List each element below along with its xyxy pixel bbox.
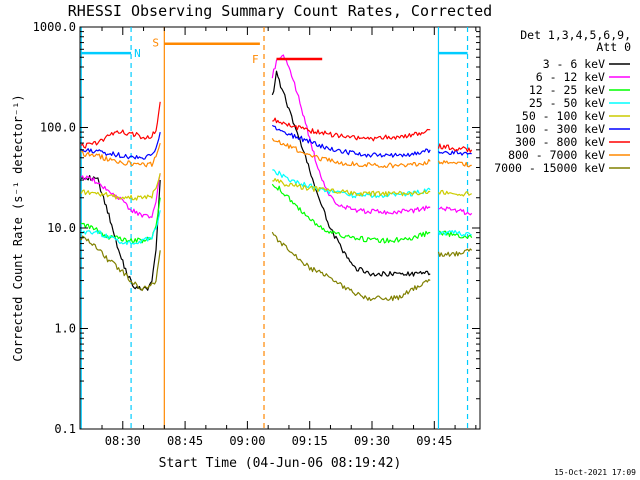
vertical-markers (80, 27, 469, 429)
series-3-6-kev-segment-1 (271, 70, 431, 277)
legend-label-100-300-kev: 100 - 300 keV (515, 122, 605, 136)
series-100-300-kev-segment-1 (271, 124, 431, 158)
legend-label-6-12-kev: 6 - 12 keV (536, 70, 605, 84)
series-7000-15000-kev-segment-2 (437, 248, 473, 257)
annotation-f: F (252, 53, 259, 66)
y-axis-label: Corrected Count Rate (s⁻¹ detector⁻¹) (11, 94, 25, 361)
series-800-7000-kev-segment-0 (81, 142, 161, 168)
series-12-25-kev-segment-1 (271, 183, 431, 244)
annotations: NS F (134, 37, 259, 66)
series-800-7000-kev (81, 42, 472, 169)
series-300-800-kev-segment-0 (80, 101, 161, 149)
series-7000-15000-kev (80, 231, 473, 302)
series-7000-15000-kev-segment-0 (80, 235, 161, 292)
series-3-6-kev-segment-0 (80, 175, 161, 291)
axes: 1000.0 100.0 10.0 1.0 0.1 08:30 08:45 09:00 09:1… (33, 20, 480, 448)
series-layer (80, 42, 473, 302)
legend-label-800-7000-kev: 800 - 7000 keV (508, 148, 605, 162)
x-tick-label-5: 09:45 (416, 434, 452, 448)
legend-header-line-2: Att 0 (596, 40, 631, 54)
x-tick-label-2: 09:00 (229, 434, 265, 448)
legend-label-50-100-kev: 50 - 100 keV (522, 109, 605, 123)
legend-label-25-50-kev: 25 - 50 keV (529, 96, 605, 110)
x-tick-label-1: 08:45 (167, 434, 203, 448)
annotation-s: S (152, 37, 159, 50)
y-tick-label-1: 100.0 (40, 121, 76, 135)
series-3-6-kev (80, 70, 431, 291)
series-300-800-kev-segment-1 (272, 117, 431, 142)
series-6-12-kev-segment-2 (438, 206, 473, 216)
series-6-12-kev-segment-0 (80, 173, 161, 219)
series-12-25-kev-segment-2 (438, 230, 473, 239)
x-tick-label-3: 09:15 (292, 434, 328, 448)
legend-label-3-6-kev: 3 - 6 keV (543, 57, 605, 71)
legend-header-line-1: Det 1,3,4,5,6,9, (520, 28, 631, 42)
series-300-800-kev (80, 57, 473, 153)
y-tick-label-0: 1000.0 (33, 20, 76, 34)
y-tick-label-3: 1.0 (54, 322, 76, 336)
y-tick-label-4: 0.1 (54, 422, 76, 436)
series-100-300-kev-segment-0 (80, 131, 161, 160)
legend-label-7000-15000-kev: 7000 - 15000 keV (494, 161, 605, 175)
chart-title: RHESSI Observing Summary Count Rates, Co… (68, 2, 492, 20)
series-50-100-kev-segment-1 (272, 178, 431, 197)
series-50-100-kev-segment-0 (80, 173, 161, 201)
series-25-50-kev-segment-0 (80, 210, 161, 246)
legend-label-300-800-kev: 300 - 800 keV (515, 135, 605, 149)
series-6-12-kev (80, 54, 473, 219)
y-tick-label-2: 10.0 (47, 221, 76, 235)
legend-label-12-25-kev: 12 - 25 keV (529, 83, 605, 97)
date-stamp: 15-Oct-2021 17:09 (554, 468, 636, 477)
series-800-7000-kev-segment-1 (271, 138, 431, 169)
series-7000-15000-kev-segment-1 (271, 231, 431, 302)
x-tick-label-4: 09:30 (354, 434, 390, 448)
x-axis-label: Start Time (04-Jun-06 08:19:42) (159, 456, 402, 471)
series-25-50-kev-segment-2 (437, 229, 472, 237)
series-50-100-kev (80, 173, 472, 201)
annotation-n: N (134, 47, 141, 60)
series-6-12-kev-segment-1 (271, 54, 431, 215)
series-300-800-kev-segment-2 (437, 143, 473, 153)
series-800-7000-kev-segment-2 (437, 160, 472, 168)
x-tick-label-0: 08:30 (105, 434, 141, 448)
series-50-100-kev-segment-2 (438, 189, 472, 197)
